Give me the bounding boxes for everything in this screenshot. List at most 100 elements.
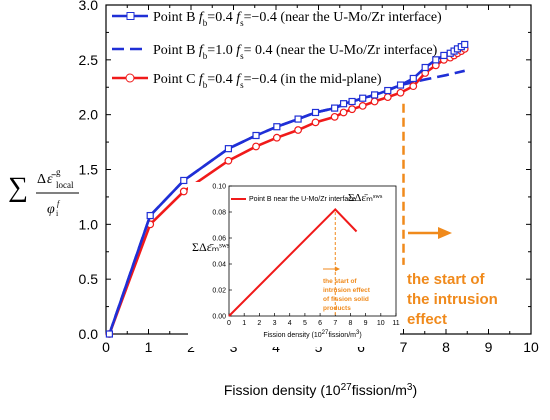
data-point-circle	[330, 112, 339, 121]
data-point-circle	[348, 105, 356, 114]
inset-annotation-line: intrusion effect	[323, 287, 371, 294]
data-point-circle	[383, 93, 392, 102]
legend-label-2: Point C fb=0.4 fs=−0.4 (in the mid-plane…	[153, 72, 382, 90]
data-point-square	[146, 211, 154, 220]
inset-y-tick-label: 0.04	[212, 262, 226, 269]
inset-legend-symbol: ΣΔε̄ₘˢʷˢ	[348, 192, 383, 204]
intrusion-arrowhead	[438, 227, 452, 239]
inset-x-tick-label: 7	[333, 320, 337, 327]
data-point-square	[440, 51, 448, 60]
x-tick-label: 0	[102, 339, 110, 355]
data-point-square	[461, 40, 469, 49]
data-point-square	[331, 104, 339, 112]
y-tick-label: 0.5	[79, 271, 99, 287]
data-point-circle	[396, 88, 405, 97]
data-point-square	[252, 131, 260, 140]
inset-y-tick-label: 0.02	[212, 288, 226, 295]
data-point-circle	[311, 118, 320, 127]
x-axis-label: Fission density (1027fission/m3)	[224, 382, 417, 399]
inset-x-tick-label: 10	[377, 320, 385, 327]
inset-y-tick-label: 0.10	[212, 184, 226, 191]
inset-x-tick-label: 11	[392, 320, 399, 327]
inset-y-tick-label: 0.08	[212, 210, 226, 217]
y-label-sub: local	[56, 180, 74, 190]
inset-series-line	[228, 207, 358, 317]
x-tick-label: 1	[145, 339, 153, 355]
data-point-square	[421, 63, 429, 72]
y-tick-label: 3.0	[79, 0, 99, 13]
inset-x-tick-label: 1	[242, 320, 246, 327]
legend-label-0: Point B fb=0.4 fs=−0.4 (near the U-Mo/Zr…	[153, 10, 442, 28]
y-tick-label: 1.5	[79, 162, 99, 178]
inset-y-tick-label: 0.06	[212, 236, 226, 243]
legend-marker-circle	[125, 73, 135, 83]
intrusion-text-line3: effect	[407, 311, 447, 328]
data-point-square	[371, 91, 379, 99]
inset-y-tick-label: 0.00	[212, 314, 226, 321]
inset-legend-label: Point B near the U-Mo/Zr interface	[249, 196, 356, 203]
data-point-square	[396, 81, 405, 89]
annotations: the start of the intrusion effect	[407, 227, 498, 328]
y-tick-label: 1.0	[79, 216, 99, 232]
y-label-sup: g	[56, 167, 61, 177]
data-point-square	[348, 97, 356, 106]
data-point-square	[105, 330, 114, 338]
data-point-circle	[294, 126, 303, 134]
y-label-delta: Δ	[37, 172, 46, 187]
inset-x-tick-label: 3	[273, 320, 277, 327]
inset-x-tick-label: 2	[257, 320, 261, 327]
legend: Point B fb=0.4 fs=−0.4 (near the U-Mo/Zr…	[112, 10, 442, 90]
data-point-circle	[358, 101, 367, 110]
data-point-square	[384, 86, 392, 95]
y-tick-label: 2.5	[79, 52, 99, 68]
data-point-square	[294, 115, 302, 123]
x-tick-label: 8	[442, 339, 450, 355]
inset-annotation-line: products	[323, 305, 351, 312]
inset-plot: 0 1 2 3 4 5 6 7 8 9 10 11 0.00 0.02 0.04 0.06 0.08 0.10 Fi…	[188, 182, 400, 347]
y-tick-label: 2.0	[79, 107, 99, 123]
intrusion-text-line1: the start of	[407, 271, 486, 288]
data-point-square	[273, 123, 281, 131]
data-point-square	[339, 100, 348, 108]
x-tick-label: 10	[523, 339, 539, 355]
inset-annotation-line: of fission solid	[323, 296, 369, 303]
intrusion-text-line2: the intrusion	[407, 291, 498, 308]
inset-y-axis-label: ΣΔε̄ₘˢʷˢ	[192, 240, 230, 254]
data-point-circle	[339, 108, 348, 117]
data-point-circle	[224, 156, 233, 165]
data-point-square	[224, 145, 232, 153]
inset-x-tick-label: 6	[318, 320, 322, 327]
inset-annotation-line: the start of	[323, 278, 357, 285]
data-point-square	[432, 56, 440, 64]
data-point-circle	[409, 82, 418, 91]
data-point-square	[359, 94, 367, 102]
x-tick-label: 9	[485, 339, 493, 355]
inset-arrowhead	[335, 266, 340, 272]
inset-frame	[228, 185, 397, 317]
y-label-eps: ε̄	[47, 172, 57, 187]
inset-x-tick-label: 4	[288, 320, 292, 327]
data-point-circle	[370, 97, 379, 106]
legend-label-1: Point B fb=1.0 fs= 0.4 (near the U-Mo/Zr…	[153, 43, 438, 61]
legend-marker-square	[126, 12, 135, 20]
data-point-square	[409, 74, 417, 83]
y-label-phi: φ	[47, 202, 55, 217]
inset-x-axis-label: Fission density (1027fission/m3)	[263, 330, 361, 339]
data-point-circle	[179, 187, 188, 196]
data-point-circle	[252, 142, 260, 151]
inset-background	[188, 182, 400, 347]
data-point-circle	[272, 133, 281, 142]
y-label-phi-sub: i	[56, 209, 59, 218]
x-tick-label: 7	[400, 339, 408, 355]
y-label-sum: ∑	[8, 172, 28, 203]
inset-x-tick-label: 0	[227, 320, 231, 327]
inset-x-tick-label: 8	[349, 320, 353, 327]
inset-x-tick-label: 5	[303, 320, 307, 327]
data-point-square	[311, 108, 320, 117]
inset-x-tick-label: 9	[364, 320, 368, 327]
y-label-phi-sup: f	[57, 199, 61, 208]
y-tick-label: 0.0	[79, 326, 99, 342]
data-point-square	[180, 176, 188, 185]
